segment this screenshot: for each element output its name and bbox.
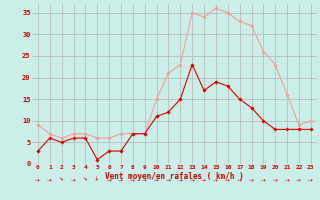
Text: ↙: ↙ (260, 175, 267, 182)
Text: ↙: ↙ (177, 175, 184, 182)
Text: ↙: ↙ (189, 175, 196, 182)
Text: ↙: ↙ (236, 175, 243, 182)
Text: ↙: ↙ (59, 175, 64, 180)
Text: ↙: ↙ (248, 175, 255, 182)
Text: ↙: ↙ (35, 175, 41, 182)
X-axis label: Vent moyen/en rafales ( km/h ): Vent moyen/en rafales ( km/h ) (105, 172, 244, 181)
Text: ↙: ↙ (224, 175, 231, 182)
Text: ↙: ↙ (212, 175, 219, 182)
Text: ↙: ↙ (130, 175, 136, 182)
Text: ↙: ↙ (94, 175, 101, 182)
Text: ↙: ↙ (284, 175, 291, 182)
Text: ↙: ↙ (153, 175, 160, 182)
Text: ↙: ↙ (141, 175, 148, 182)
Text: ↙: ↙ (83, 175, 88, 180)
Text: ↙: ↙ (70, 175, 77, 182)
Text: ↙: ↙ (106, 175, 113, 182)
Text: ↙: ↙ (165, 175, 172, 182)
Text: ↙: ↙ (117, 175, 124, 182)
Text: ↙: ↙ (46, 175, 53, 182)
Text: ↙: ↙ (308, 175, 314, 182)
Text: ↙: ↙ (201, 175, 207, 182)
Text: ↙: ↙ (296, 175, 302, 182)
Text: ↙: ↙ (272, 175, 279, 182)
